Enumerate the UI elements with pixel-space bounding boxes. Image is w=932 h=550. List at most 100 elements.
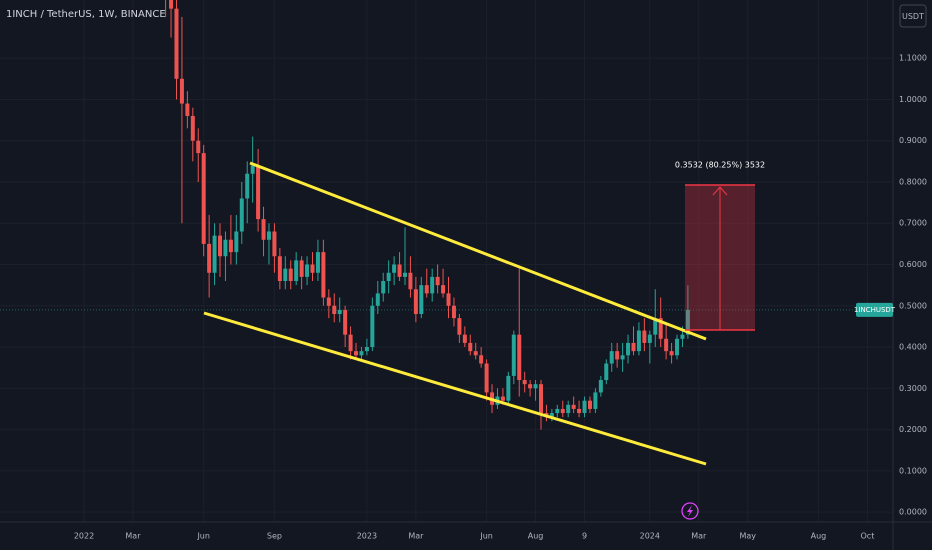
candle-body	[468, 342, 473, 352]
candle-body	[169, 0, 174, 9]
candle-body	[354, 351, 359, 356]
measure-label: 0.3532 (80.25%) 3532	[675, 161, 765, 170]
candle-body	[484, 363, 489, 393]
candle-body	[196, 140, 201, 154]
grid	[0, 309, 893, 311]
y-tick-label: 0.5000	[899, 301, 927, 310]
candle-body	[332, 305, 337, 315]
candle-body	[675, 338, 680, 356]
upper-trendline	[249, 161, 707, 341]
candle-body	[375, 293, 380, 306]
y-tick-label: 0.2000	[899, 425, 927, 434]
candle-body	[582, 400, 587, 414]
candle-body	[408, 272, 413, 290]
x-tick-label: 2022	[74, 532, 94, 541]
symbol-tag	[856, 302, 893, 317]
candle-body	[587, 400, 592, 409]
y-tick-label: 0.8000	[899, 177, 927, 186]
candle-body	[566, 404, 571, 414]
candle-body	[402, 272, 407, 277]
candle-body	[457, 318, 462, 335]
candle-body	[479, 355, 484, 364]
candle-body	[441, 285, 446, 294]
candle-body	[609, 351, 614, 364]
icon-bolt[interactable]	[687, 505, 693, 517]
candle-body	[201, 153, 206, 244]
candle-body	[642, 330, 647, 343]
candle-body	[598, 380, 603, 393]
y-tick-label: 0.6000	[899, 260, 927, 269]
currency-label[interactable]: USDT	[902, 12, 924, 21]
y-tick-label: 0.0000	[899, 508, 927, 517]
candle-body	[245, 173, 250, 199]
candle-body	[615, 351, 620, 360]
candle-body	[430, 276, 435, 294]
candle-body	[321, 252, 326, 298]
candle-body	[451, 305, 456, 319]
candle-body	[669, 351, 674, 356]
candle-body	[343, 309, 348, 335]
icon-circle[interactable]	[681, 502, 699, 520]
y-tick-label: 0.7000	[899, 219, 927, 228]
candle-body	[560, 408, 565, 414]
currency-button[interactable]	[899, 4, 927, 28]
candle-body	[256, 165, 261, 220]
candle-body	[299, 260, 304, 277]
candle-body	[212, 235, 217, 273]
candle-body	[685, 309, 690, 335]
candle-body	[500, 396, 505, 401]
x-tick-label: 9	[582, 532, 587, 541]
candle-body	[386, 272, 391, 282]
candle-body	[337, 309, 342, 315]
candle-body	[424, 285, 429, 294]
y-tick-label: 1.0000	[899, 95, 927, 104]
candle-body	[310, 264, 315, 273]
candle-body	[658, 318, 663, 339]
candle-body	[555, 408, 560, 414]
candle-body	[647, 334, 652, 343]
candle-body	[528, 384, 533, 389]
candle-body	[239, 198, 244, 232]
x-tick-label: Aug	[528, 532, 544, 541]
x-tick-label: May	[739, 532, 756, 541]
candle-body	[517, 334, 522, 381]
x-tick-label: Sep	[267, 532, 282, 541]
candle-body	[604, 363, 609, 381]
candle-body	[511, 334, 516, 376]
measure-arrow-head	[712, 186, 728, 196]
x-tick-label: 2024	[640, 532, 660, 541]
candle-body	[294, 260, 299, 282]
symbol-tag-label: 1INCHUSDT	[854, 306, 896, 314]
candle-body	[549, 413, 554, 418]
candle-body	[506, 375, 511, 401]
candle-body	[179, 78, 184, 104]
x-tick-label: Jun	[479, 532, 493, 541]
candle-body	[571, 404, 576, 409]
candle-body	[315, 252, 320, 273]
candle-body	[174, 8, 179, 79]
symbol-title: 1INCH / TetherUS, 1W, BINANCE	[6, 9, 166, 20]
candle-body	[266, 231, 271, 240]
candle-body	[462, 334, 467, 343]
candle-body	[620, 355, 625, 360]
y-tick-label: 0.3000	[899, 384, 927, 393]
candle-body	[397, 264, 402, 277]
lower-trendline	[203, 311, 707, 466]
candle-body	[413, 289, 418, 315]
candle-body	[218, 235, 223, 257]
candle-body	[653, 318, 658, 335]
candle-body	[190, 115, 195, 141]
candle-body	[533, 384, 538, 389]
candle-body	[250, 165, 255, 174]
lightning-icon[interactable]	[681, 502, 699, 520]
candle-body	[370, 305, 375, 348]
candle-body	[348, 334, 353, 352]
candle-body	[577, 408, 582, 414]
candle-body	[664, 338, 669, 352]
y-tick-label: 1.1000	[899, 54, 927, 63]
x-tick-label: Mar	[125, 532, 141, 541]
x-tick-label: Oct	[861, 532, 875, 541]
candle-body	[539, 384, 544, 414]
